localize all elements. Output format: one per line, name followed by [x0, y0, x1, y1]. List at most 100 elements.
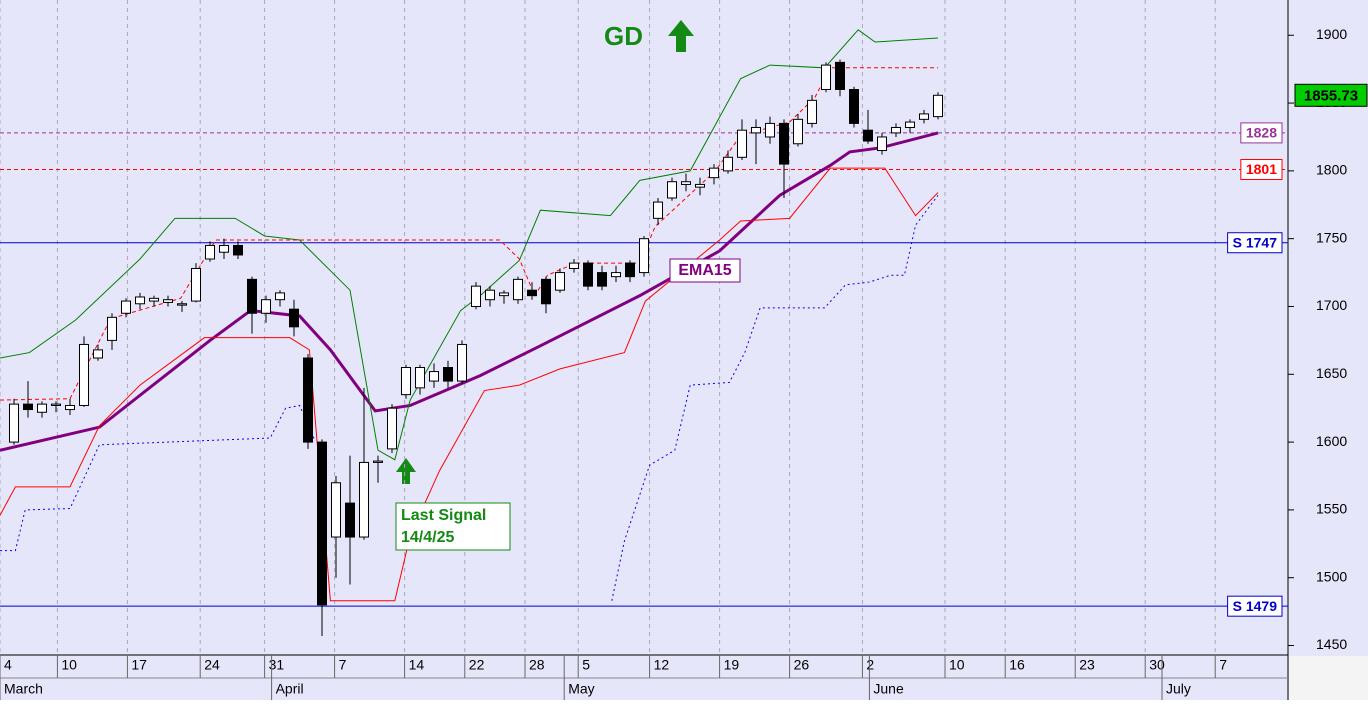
level-label: 1828	[1246, 125, 1277, 141]
level-label: S 1479	[1233, 598, 1278, 614]
x-tick-label: 28	[529, 657, 545, 673]
x-tick-label: 10	[61, 657, 77, 673]
candle-body	[765, 122, 775, 138]
signal-label: Last Signal	[401, 507, 486, 524]
candle-body	[905, 121, 915, 128]
up-arrow	[668, 20, 694, 52]
candle-body	[597, 272, 607, 287]
candle-body	[135, 296, 145, 305]
x-tick-label: 5	[582, 657, 590, 673]
candle-body	[303, 357, 313, 443]
candle-body	[23, 403, 33, 411]
candle-body	[79, 343, 89, 406]
candle-body	[373, 460, 383, 463]
x-tick-label: 12	[654, 657, 670, 673]
candle-body	[233, 244, 243, 256]
candle-body	[205, 244, 215, 260]
month-label: May	[568, 681, 594, 697]
x-tick-label: 14	[409, 657, 425, 673]
level-label: S 1747	[1233, 234, 1278, 250]
candle-body	[555, 272, 565, 291]
candle-body	[443, 367, 453, 382]
x-tick-label: 2	[866, 657, 874, 673]
x-tick-label: 19	[724, 657, 740, 673]
candle-body	[93, 349, 103, 359]
candle-body	[513, 278, 523, 301]
x-tick-label: 22	[469, 657, 485, 673]
last-price-box	[1294, 83, 1368, 107]
x-tick-label: 4	[4, 657, 12, 673]
candle-body	[177, 303, 187, 306]
y-tick-label: 1700	[1316, 297, 1347, 313]
indicator-line	[0, 131, 939, 452]
candle-body	[261, 299, 271, 314]
level-tag: 1801	[1240, 159, 1283, 181]
candle-body	[849, 89, 859, 124]
candle-body	[499, 292, 509, 297]
indicator-line	[0, 194, 939, 601]
x-tick-label: 16	[1009, 657, 1025, 673]
candle-body	[877, 136, 887, 152]
month-label: July	[1166, 681, 1191, 697]
y-tick-label: 1800	[1316, 162, 1347, 178]
y-tick-label: 1900	[1316, 26, 1347, 42]
candle-body	[527, 289, 537, 297]
candle-body	[821, 64, 831, 91]
candle-body	[51, 403, 61, 406]
candle-body	[681, 181, 691, 185]
month-label: April	[276, 681, 304, 697]
level-tag: S 1747	[1227, 232, 1283, 254]
candle-body	[569, 262, 579, 270]
candle-body	[709, 167, 719, 179]
candle-body	[807, 99, 817, 124]
last-price-label: 1855.73	[1304, 87, 1358, 104]
ema-label: EMA15	[678, 262, 731, 279]
indicator-line	[0, 167, 939, 602]
x-tick-label: 26	[794, 657, 810, 673]
signal-label: 14/4/25	[401, 529, 454, 546]
level-tag: 1828	[1240, 122, 1283, 144]
month-label: June	[873, 681, 904, 697]
candle-body	[191, 268, 201, 302]
candle-body	[751, 126, 761, 134]
candle-body	[289, 308, 299, 328]
y-tick-label: 1750	[1316, 229, 1347, 245]
level-box	[1227, 232, 1283, 254]
level-label: 1801	[1246, 161, 1277, 177]
signal-box	[395, 502, 511, 551]
candle-body	[219, 244, 229, 253]
candle-body	[471, 285, 481, 307]
candle-body	[163, 299, 173, 303]
candle-body	[457, 343, 467, 382]
candle-body	[933, 94, 943, 118]
level-box	[1227, 595, 1283, 617]
x-tick-label: 31	[269, 657, 285, 673]
candle-body	[611, 272, 621, 278]
candle-body	[695, 183, 705, 188]
candle-body	[625, 262, 635, 278]
level-box	[1240, 122, 1283, 144]
y-tick-label: 1600	[1316, 433, 1347, 449]
candle-body	[37, 403, 47, 413]
candle-body	[401, 367, 411, 396]
ema-box	[669, 258, 741, 283]
x-tick-label: 10	[949, 657, 965, 673]
signal-type: GD	[604, 21, 643, 51]
candle-body	[149, 297, 159, 302]
candle-body	[737, 129, 747, 158]
x-tick-label: 23	[1079, 657, 1095, 673]
candle-body	[415, 367, 425, 389]
x-tick-label: 30	[1149, 657, 1165, 673]
x-tick-label: 17	[131, 657, 147, 673]
candle-body	[345, 502, 355, 538]
ema-tag: EMA15	[669, 258, 741, 283]
candle-body	[107, 316, 117, 341]
candle-body	[667, 181, 677, 199]
candle-body	[247, 278, 257, 314]
signal-arrow	[396, 458, 416, 484]
candle-body	[583, 262, 593, 287]
y-tick-label: 1500	[1316, 568, 1347, 584]
level-box	[1240, 159, 1283, 181]
